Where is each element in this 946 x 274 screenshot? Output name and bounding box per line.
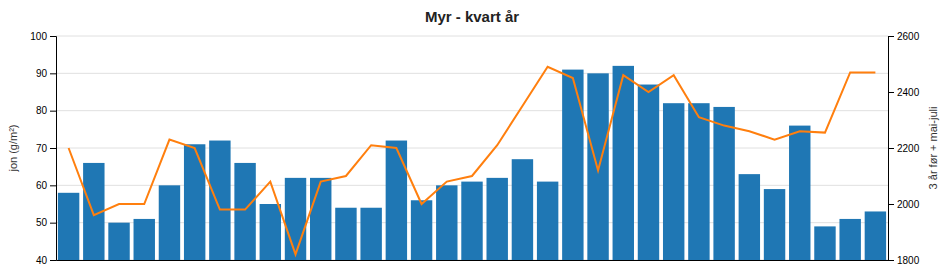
- title: Myr - kvart år: [425, 8, 519, 25]
- bar: [764, 189, 785, 260]
- bar: [108, 223, 129, 260]
- chart: 40 50 60 70 80 90 100 1800 2000 2200 2400 2600 jon (…: [0, 0, 946, 274]
- bar: [638, 85, 659, 260]
- grid-line: [56, 73, 888, 74]
- tick: 50: [36, 217, 56, 228]
- tick-label: 2200: [897, 143, 920, 154]
- bar: [234, 163, 255, 260]
- axis-line: [889, 37, 895, 261]
- bar: [386, 141, 407, 260]
- tick-mark: [888, 92, 894, 93]
- bar: [310, 178, 331, 260]
- bar: [865, 211, 886, 260]
- bar: [688, 103, 709, 260]
- tick-label: 90: [36, 68, 48, 79]
- tick: 2600: [888, 31, 920, 42]
- tick: 90: [36, 68, 56, 79]
- bar: [58, 193, 79, 260]
- bar: [134, 219, 155, 260]
- tick-label: 2600: [897, 31, 920, 42]
- tick-label: 100: [30, 31, 47, 42]
- bar: [360, 208, 381, 260]
- tick: 2400: [888, 87, 920, 98]
- tick: 60: [36, 180, 56, 191]
- axis: 1800 2000 2200 2400 2600: [888, 31, 920, 266]
- bar: [613, 66, 634, 260]
- tick-label: 1800: [897, 255, 920, 266]
- bar: [562, 70, 583, 260]
- line: [69, 67, 876, 255]
- bar: [537, 182, 558, 260]
- bar: [285, 178, 306, 260]
- grid-line: [56, 110, 888, 111]
- grid-line: [56, 36, 888, 37]
- tick-mark: [50, 148, 56, 149]
- tick-mark: [888, 148, 894, 149]
- bar: [461, 182, 482, 260]
- tick: 1800: [888, 255, 920, 266]
- tick-label: 60: [36, 180, 48, 191]
- tick-mark: [50, 185, 56, 186]
- axis: [57, 260, 889, 261]
- grid: [56, 36, 888, 260]
- bar: [512, 159, 533, 260]
- axis: 40 50 60 70 80 90 100: [30, 31, 56, 266]
- plot-area: [58, 66, 886, 260]
- axis-line: [50, 37, 57, 261]
- tick-mark: [50, 260, 56, 261]
- tick-label: 2000: [897, 199, 920, 210]
- tick-label: 2400: [897, 87, 920, 98]
- tick: 80: [36, 105, 56, 116]
- tick-mark: [50, 73, 56, 74]
- axis-line: [57, 260, 889, 261]
- tick-mark: [888, 36, 894, 37]
- bar: [335, 208, 356, 260]
- bar: [260, 204, 281, 260]
- bar: [713, 107, 734, 260]
- tick-mark: [888, 260, 894, 261]
- bar: [159, 185, 180, 260]
- axis-title: 3 år før + mai-juli: [927, 107, 939, 190]
- bar: [814, 226, 835, 260]
- tick-mark: [50, 111, 56, 112]
- tick-label: 70: [36, 143, 48, 154]
- tick-mark: [50, 36, 56, 37]
- tick-label: 40: [36, 255, 48, 266]
- bar: [486, 178, 507, 260]
- bar: [209, 141, 230, 260]
- tick: 100: [30, 31, 56, 42]
- bar: [739, 174, 760, 260]
- tick: 40: [36, 255, 56, 266]
- tick: 2000: [888, 199, 920, 210]
- bar: [789, 126, 810, 260]
- bar: [411, 200, 432, 260]
- tick-label: 50: [36, 217, 48, 228]
- bar: [436, 185, 457, 260]
- tick: 70: [36, 143, 56, 154]
- grid-line: [56, 148, 888, 149]
- tick-label: 80: [36, 105, 48, 116]
- bar: [663, 103, 684, 260]
- axis-title: jon (g/m²): [7, 124, 19, 172]
- bar: [839, 219, 860, 260]
- tick-mark: [888, 204, 894, 205]
- tick-mark: [50, 223, 56, 224]
- tick: 2200: [888, 143, 920, 154]
- bar: [184, 144, 205, 260]
